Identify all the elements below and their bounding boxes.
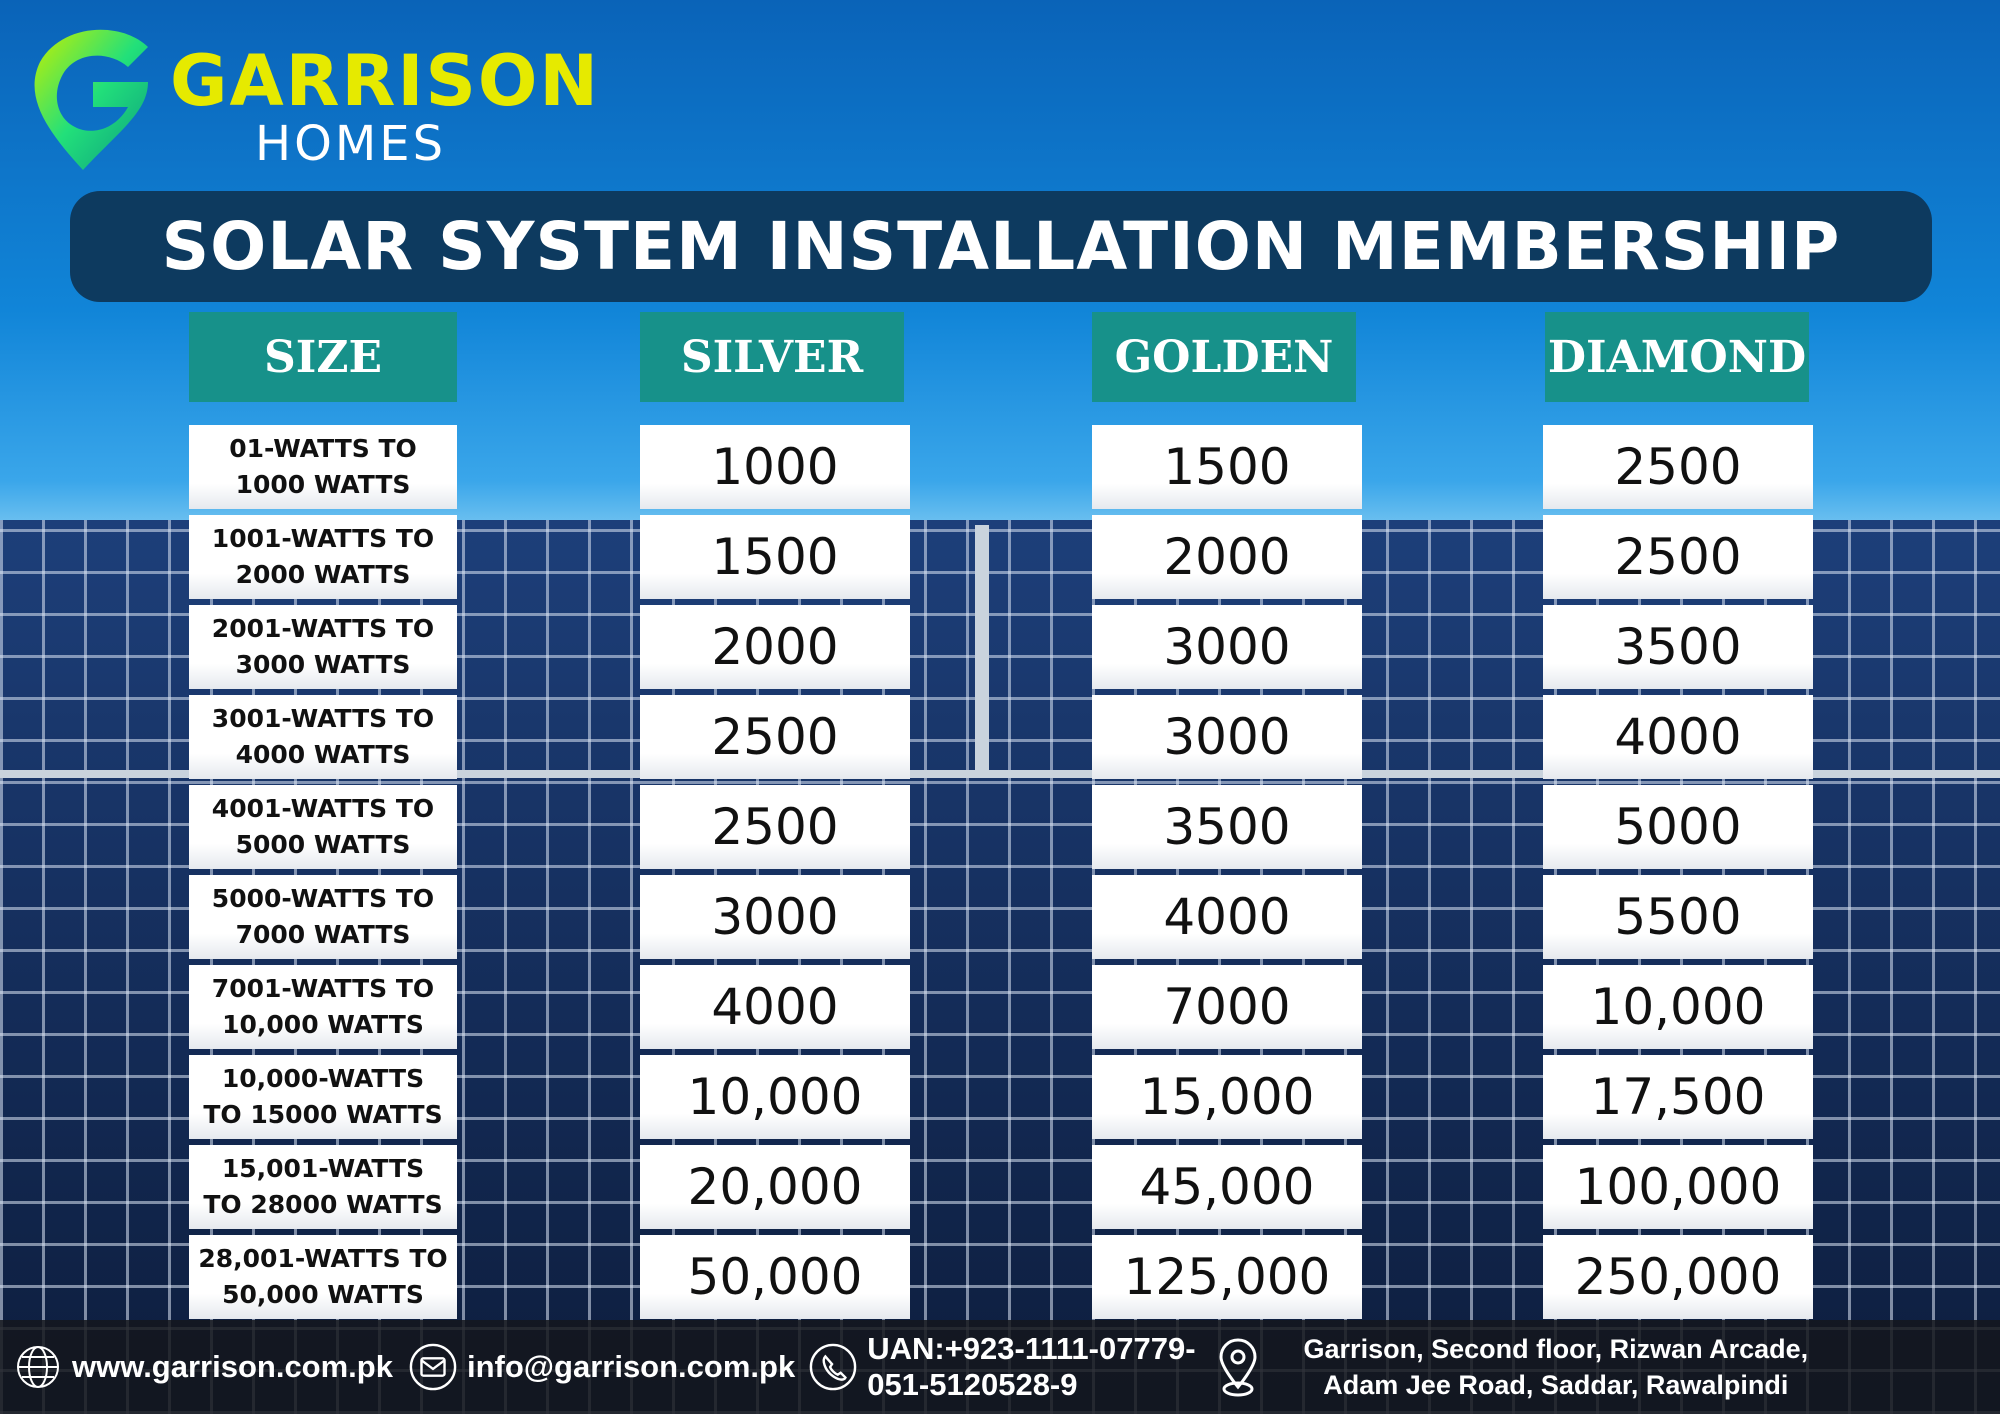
size-line: TO 28000 WATTS: [203, 1190, 443, 1219]
price-silver: 2000: [640, 605, 910, 689]
price-golden: 4000: [1092, 875, 1362, 959]
price-diamond: 2500: [1543, 515, 1813, 599]
price-diamond: 2500: [1543, 425, 1813, 509]
size-line: 10,000-WATTS: [221, 1064, 425, 1093]
size-range: 10,000-WATTS TO 15000 WATTS: [189, 1055, 457, 1139]
page-title: SOLAR SYSTEM INSTALLATION MEMBERSHIP: [70, 191, 1932, 302]
location-pin-icon: [1208, 1338, 1268, 1397]
price-golden: 3000: [1092, 605, 1362, 689]
address-line-2: Adam Jee Road, Saddar, Rawalpindi: [1323, 1370, 1789, 1400]
size-line: 7000 WATTS: [235, 920, 411, 949]
garrison-logo-icon: [34, 29, 148, 170]
address-line-1: Garrison, Second floor, Rizwan Arcade,: [1303, 1334, 1809, 1364]
size-range: 01-WATTS TO 1000 WATTS: [189, 425, 457, 509]
price-silver: 10,000: [640, 1055, 910, 1139]
price-diamond: 5500: [1543, 875, 1813, 959]
size-range: 3001-WATTS TO 4000 WATTS: [189, 695, 457, 779]
brand-name: GARRISON: [170, 40, 600, 122]
price-silver: 1500: [640, 515, 910, 599]
size-range: 28,001-WATTS TO 50,000 WATTS: [189, 1235, 457, 1319]
panel-rail: [975, 525, 989, 775]
size-line: 5000 WATTS: [235, 830, 411, 859]
phone-contact: UAN:+923-1111-07779- 051-5120528-9: [809, 1331, 1196, 1403]
price-diamond: 17,500: [1543, 1055, 1813, 1139]
price-silver: 1000: [640, 425, 910, 509]
website-link[interactable]: www.garrison.com.pk: [72, 1349, 393, 1384]
address-contact: Garrison, Second floor, Rizwan Arcade, Ad…: [1208, 1331, 1809, 1403]
price-silver: 20,000: [640, 1145, 910, 1229]
price-golden: 2000: [1092, 515, 1362, 599]
size-range: 1001-WATTS TO 2000 WATTS: [189, 515, 457, 599]
price-diamond: 5000: [1543, 785, 1813, 869]
price-silver: 2500: [640, 695, 910, 779]
size-line: 50,000 WATTS: [222, 1280, 424, 1309]
size-line: 7001-WATTS TO: [211, 974, 435, 1003]
header-golden: GOLDEN: [1092, 312, 1356, 402]
price-golden: 3500: [1092, 785, 1362, 869]
size-line: 5000-WATTS TO: [211, 884, 435, 913]
price-silver: 50,000: [640, 1235, 910, 1319]
size-line: 28,001-WATTS TO: [198, 1244, 448, 1273]
size-range: 7001-WATTS TO 10,000 WATTS: [189, 965, 457, 1049]
price-golden: 7000: [1092, 965, 1362, 1049]
size-line: 1000 WATTS: [235, 470, 411, 499]
price-silver: 4000: [640, 965, 910, 1049]
price-golden: 1500: [1092, 425, 1362, 509]
price-golden: 125,000: [1092, 1235, 1362, 1319]
mail-icon: [409, 1343, 457, 1391]
price-silver: 2500: [640, 785, 910, 869]
email-contact: info@garrison.com.pk: [409, 1343, 795, 1391]
price-diamond: 250,000: [1543, 1235, 1813, 1319]
website-contact: www.garrison.com.pk: [14, 1343, 393, 1391]
price-golden: 15,000: [1092, 1055, 1362, 1139]
size-line: 2000 WATTS: [235, 560, 411, 589]
globe-icon: [14, 1343, 62, 1391]
brand-subtitle: HOMES: [255, 116, 447, 172]
phone-icon: [809, 1343, 857, 1391]
size-line: 4000 WATTS: [235, 740, 411, 769]
size-range: 2001-WATTS TO 3000 WATTS: [189, 605, 457, 689]
size-line: 4001-WATTS TO: [211, 794, 435, 823]
size-line: 15,001-WATTS: [221, 1154, 425, 1183]
header-diamond: DIAMOND: [1545, 312, 1809, 402]
price-diamond: 100,000: [1543, 1145, 1813, 1229]
phone-landline[interactable]: 051-5120528-9: [867, 1367, 1078, 1402]
size-line: 3001-WATTS TO: [211, 704, 435, 733]
phone-uan[interactable]: UAN:+923-1111-07779-: [867, 1331, 1196, 1366]
email-link[interactable]: info@garrison.com.pk: [466, 1349, 796, 1384]
size-line: 3000 WATTS: [235, 650, 411, 679]
size-line: 01-WATTS TO: [229, 434, 417, 463]
size-line: TO 15000 WATTS: [203, 1100, 443, 1129]
size-range: 5000-WATTS TO 7000 WATTS: [189, 875, 457, 959]
size-line: 1001-WATTS TO: [211, 524, 435, 553]
header-silver: SILVER: [640, 312, 904, 402]
price-golden: 45,000: [1092, 1145, 1362, 1229]
price-silver: 3000: [640, 875, 910, 959]
size-range: 4001-WATTS TO 5000 WATTS: [189, 785, 457, 869]
header-size: SIZE: [189, 312, 457, 402]
price-diamond: 4000: [1543, 695, 1813, 779]
size-line: 2001-WATTS TO: [211, 614, 435, 643]
footer: www.garrison.com.pk info@garrison.com.pk…: [0, 1320, 2000, 1414]
size-range: 15,001-WATTS TO 28000 WATTS: [189, 1145, 457, 1229]
size-line: 10,000 WATTS: [222, 1010, 424, 1039]
price-diamond: 3500: [1543, 605, 1813, 689]
panel-rail: [0, 770, 2000, 778]
price-golden: 3000: [1092, 695, 1362, 779]
price-diamond: 10,000: [1543, 965, 1813, 1049]
